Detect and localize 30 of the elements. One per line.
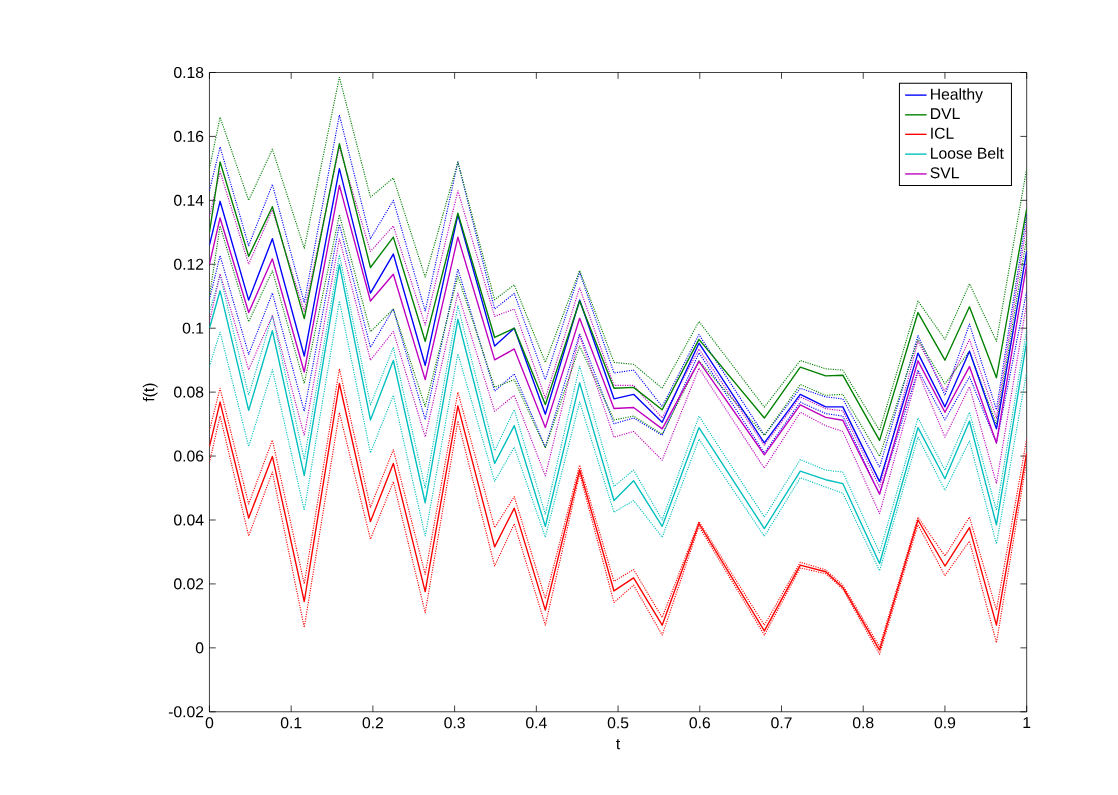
y-tick-label: 0.18 [174,67,204,79]
y-tick-label: 0.06 [174,450,204,462]
legend-label: SVL [930,167,959,179]
x-tick-label: 0.4 [526,717,547,729]
x-tick-label: 0.5 [607,717,629,729]
x-tick-label: 0.7 [771,717,792,729]
y-axis-title: f(t) [142,383,158,402]
x-axis-title: t [616,739,621,750]
x-tick-label: 0.1 [280,717,302,729]
x-tick-label: 0.8 [852,717,874,729]
x-tick-label: 0.2 [362,717,384,729]
legend-label: ICL [931,127,954,139]
legend-label: Loose Belt [931,147,1004,159]
y-tick-label: 0.16 [174,131,204,143]
x-tick-label: 0.6 [689,717,710,729]
y-tick-label: 0.14 [174,194,204,207]
y-tick-label: 0.02 [174,578,204,590]
legend-label: DVL [931,108,960,120]
x-tick-label: 1 [1023,717,1031,729]
y-tick-label: 0.1 [182,322,204,334]
x-tick-label: 0.9 [934,717,956,729]
x-tick-label: 0 [205,717,214,729]
y-tick-label: 0 [195,642,204,654]
y-tick-label: 0.04 [174,514,204,526]
line-series [209,214,1027,458]
y-tick-label: 0.08 [174,386,204,398]
legend-label: Healthy [931,88,983,104]
y-tick-label: -0.02 [168,706,204,718]
x-tick-label: 0.3 [444,717,465,729]
y-tick-label: 0.12 [174,258,204,271]
